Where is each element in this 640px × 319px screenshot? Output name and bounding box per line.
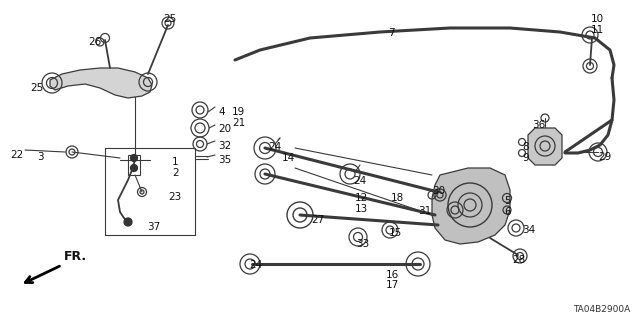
Text: 25: 25 — [163, 14, 176, 24]
Text: 28: 28 — [512, 255, 525, 265]
Text: 24: 24 — [249, 260, 262, 270]
Polygon shape — [528, 128, 562, 165]
Text: 13: 13 — [355, 204, 368, 214]
Text: 3: 3 — [37, 152, 44, 162]
Text: 29: 29 — [598, 152, 611, 162]
Text: 2: 2 — [172, 168, 179, 178]
Text: FR.: FR. — [64, 250, 87, 263]
Text: 1: 1 — [172, 157, 179, 167]
Text: 35: 35 — [218, 155, 231, 165]
Text: 37: 37 — [147, 222, 160, 232]
Circle shape — [131, 154, 138, 161]
Text: 26: 26 — [88, 37, 101, 47]
Text: 22: 22 — [10, 150, 23, 160]
Circle shape — [131, 165, 138, 172]
Text: 12: 12 — [355, 193, 368, 203]
Text: 19: 19 — [232, 107, 245, 117]
Text: 27: 27 — [311, 215, 324, 225]
Text: 5: 5 — [504, 196, 511, 206]
Text: 31: 31 — [418, 206, 431, 216]
Text: 18: 18 — [391, 193, 404, 203]
Text: 21: 21 — [232, 118, 245, 128]
Text: 23: 23 — [168, 192, 181, 202]
Polygon shape — [50, 68, 152, 98]
Text: 33: 33 — [356, 239, 369, 249]
Text: 14: 14 — [282, 153, 295, 163]
Text: 15: 15 — [389, 228, 403, 238]
Text: 6: 6 — [504, 207, 511, 217]
Text: 32: 32 — [218, 141, 231, 151]
Text: 34: 34 — [522, 225, 535, 235]
Text: 8: 8 — [522, 142, 529, 152]
Text: 36: 36 — [532, 120, 545, 130]
Text: 4: 4 — [218, 107, 225, 117]
Text: 20: 20 — [218, 124, 231, 134]
Polygon shape — [432, 168, 510, 244]
Text: 24: 24 — [353, 176, 366, 186]
Circle shape — [124, 218, 132, 226]
Text: 30: 30 — [432, 186, 445, 196]
Text: 25: 25 — [30, 83, 44, 93]
Text: 10: 10 — [591, 14, 604, 24]
Text: 16: 16 — [386, 270, 399, 280]
Text: 24: 24 — [268, 142, 281, 152]
Text: 7: 7 — [388, 28, 395, 38]
Text: 17: 17 — [386, 280, 399, 290]
Text: TA04B2900A: TA04B2900A — [573, 305, 630, 314]
Text: 11: 11 — [591, 25, 604, 35]
Text: 9: 9 — [522, 153, 529, 163]
